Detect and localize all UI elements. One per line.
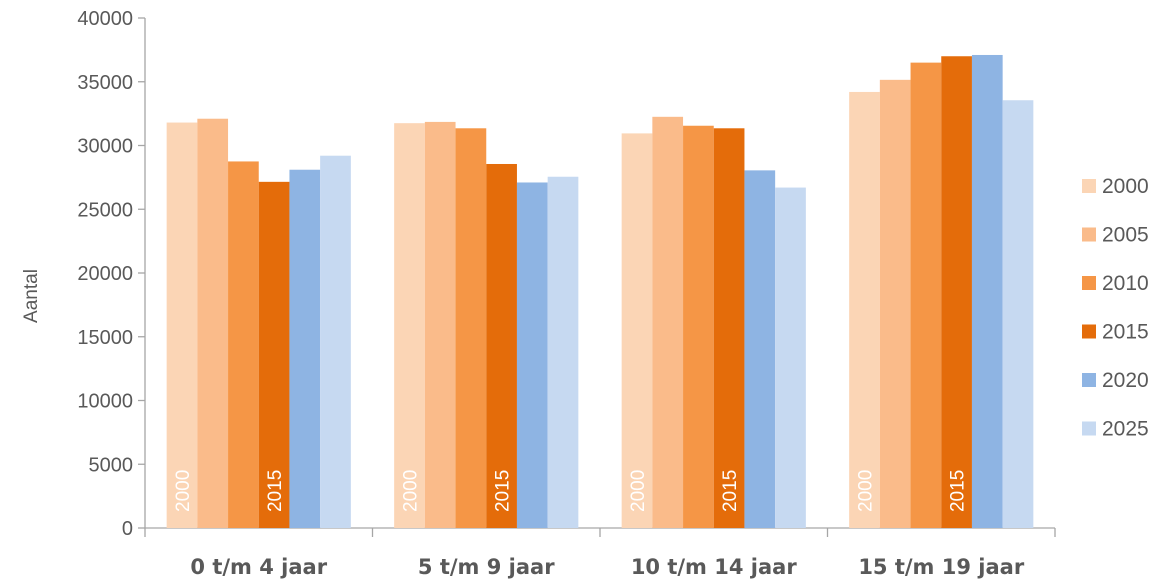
bar-labels: 2000 2015 2000 2015 2000 2015 2000 2015 [173,470,969,512]
legend-swatch [1082,179,1096,193]
bar [547,176,579,529]
bar [258,181,290,528]
y-tick-label: 30000 [77,136,133,158]
bar [486,163,517,529]
legend-swatch [1082,421,1096,436]
legend-swatch [1082,227,1096,242]
bar [713,128,745,528]
bars [166,54,1034,529]
bar [652,116,684,528]
bar-label: 2000 [173,470,194,512]
legend-swatch [1082,276,1096,290]
x-category-label: 15 t/m 19 jaar [858,555,1025,579]
bar-label: 2015 [493,470,514,512]
bar [516,182,548,528]
bar [941,56,972,528]
y-tick-label: 10000 [77,391,133,413]
legend-swatch [1082,324,1096,339]
bar [683,125,714,529]
legend-label: 2005 [1102,224,1149,247]
y-axis-title: Aantal [21,269,42,323]
bar [1002,100,1034,529]
y-tick-label: 0 [122,518,133,540]
bar [879,79,911,529]
bar [424,121,456,528]
bar [394,123,425,528]
legend-label: 2025 [1102,418,1149,441]
bar [197,118,229,528]
bar-label: 2000 [856,470,877,512]
x-axis: 0 t/m 4 jaar 5 t/m 9 jaar 10 t/m 14 jaar 15… [144,527,1056,579]
bar [289,169,321,528]
legend-label: 2000 [1102,175,1149,198]
bar [228,161,259,528]
legend-label: 2020 [1102,369,1149,392]
bar-label: 2015 [265,470,286,512]
bar [320,155,351,528]
bar [744,170,776,529]
bar [971,54,1003,528]
legend-label: 2010 [1102,272,1149,295]
y-tick-label: 25000 [77,199,133,221]
legend-label: 2015 [1102,321,1149,344]
y-tick-label: 15000 [77,327,133,349]
bar [849,91,880,528]
bar [166,122,198,529]
bar [621,133,653,528]
y-tick-label: 20000 [77,263,133,285]
legend-swatch [1082,373,1096,387]
bar [455,128,487,528]
bar [775,187,806,528]
bar [910,62,942,528]
y-tick-label: 35000 [77,72,133,94]
legend: 2000 2005 2010 2015 2020 2025 [1082,175,1149,441]
y-axis: 0 5000 10000 15000 20000 25000 30000 35000 40000 [77,8,146,540]
y-tick-label: 40000 [77,8,133,30]
x-category-label: 5 t/m 9 jaar [418,555,555,579]
x-category-label: 0 t/m 4 jaar [190,555,327,579]
x-category-label: 10 t/m 14 jaar [631,555,798,579]
y-tick-label: 5000 [89,454,134,476]
bar-label: 2015 [720,470,741,512]
bar-label: 2015 [948,470,969,512]
bar-label: 2000 [401,470,422,512]
bar-label: 2000 [628,470,649,512]
